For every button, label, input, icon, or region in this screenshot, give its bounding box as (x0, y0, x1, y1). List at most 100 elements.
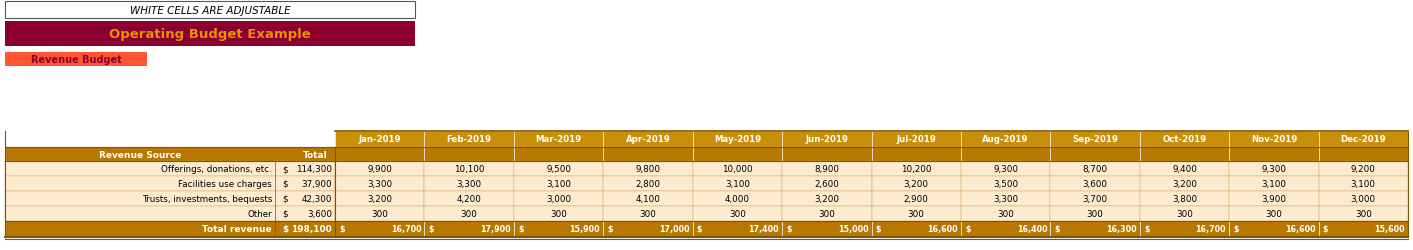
Bar (781, 161, 872, 176)
Text: 300: 300 (998, 209, 1015, 218)
Bar (961, 206, 1050, 221)
Text: Apr-2019: Apr-2019 (626, 135, 670, 144)
Text: $: $ (1145, 224, 1150, 234)
Bar (424, 221, 514, 237)
Bar (6, 2, 415, 19)
Bar (1140, 221, 1229, 237)
Bar (872, 176, 961, 191)
Bar (6, 22, 415, 47)
Bar (781, 148, 872, 161)
Text: 198,100: 198,100 (291, 224, 332, 234)
Text: 16,700: 16,700 (391, 224, 421, 234)
Bar (872, 206, 961, 221)
Bar (1140, 206, 1229, 221)
Bar (961, 176, 1050, 191)
Bar (692, 176, 781, 191)
Text: 10,200: 10,200 (901, 164, 931, 173)
Bar (961, 161, 1050, 176)
Bar (1229, 161, 1318, 176)
Text: 8,900: 8,900 (814, 164, 839, 173)
Bar (424, 148, 514, 161)
Bar (1229, 191, 1318, 206)
Bar (514, 221, 603, 237)
Text: 3,200: 3,200 (814, 194, 839, 203)
Bar (6, 191, 335, 206)
Bar (1140, 191, 1229, 206)
Text: 16,300: 16,300 (1106, 224, 1136, 234)
Bar (603, 221, 692, 237)
Text: 17,900: 17,900 (480, 224, 512, 234)
Bar (692, 191, 781, 206)
Bar (424, 132, 514, 148)
Bar (335, 206, 424, 221)
Text: 3,100: 3,100 (545, 179, 571, 188)
Bar (335, 148, 424, 161)
Bar (335, 191, 424, 206)
Text: 3,900: 3,900 (1262, 194, 1286, 203)
Text: $: $ (786, 224, 791, 234)
Bar (1318, 132, 1407, 148)
Text: 300: 300 (1176, 209, 1193, 218)
Text: 3,600: 3,600 (307, 209, 332, 218)
Text: $: $ (697, 224, 702, 234)
Bar (961, 221, 1050, 237)
Bar (781, 191, 872, 206)
Text: 3,100: 3,100 (1351, 179, 1376, 188)
Text: $: $ (283, 179, 288, 188)
Bar (872, 148, 961, 161)
Text: 3,000: 3,000 (1351, 194, 1376, 203)
Bar (1050, 191, 1140, 206)
Text: 3,100: 3,100 (1262, 179, 1286, 188)
Bar (1318, 206, 1407, 221)
Bar (6, 161, 335, 176)
Bar (1229, 221, 1318, 237)
Text: 3,100: 3,100 (725, 179, 750, 188)
Bar (1318, 161, 1407, 176)
Bar (781, 221, 872, 237)
Text: 16,600: 16,600 (1284, 224, 1316, 234)
Text: $: $ (428, 224, 434, 234)
Bar (603, 176, 692, 191)
Bar (603, 206, 692, 221)
Text: Other: Other (247, 209, 271, 218)
Text: $: $ (283, 164, 288, 173)
Text: 3,800: 3,800 (1171, 194, 1197, 203)
Text: Aug-2019: Aug-2019 (982, 135, 1029, 144)
Bar (1318, 148, 1407, 161)
Text: 114,300: 114,300 (295, 164, 332, 173)
Text: 3,000: 3,000 (545, 194, 571, 203)
Text: Operating Budget Example: Operating Budget Example (109, 28, 311, 41)
Bar (1318, 221, 1407, 237)
Text: Jan-2019: Jan-2019 (359, 135, 401, 144)
Bar (603, 191, 692, 206)
Bar (335, 221, 424, 237)
Text: Facilities use charges: Facilities use charges (178, 179, 271, 188)
Text: 2,900: 2,900 (904, 194, 928, 203)
Text: 300: 300 (1355, 209, 1372, 218)
Bar (1050, 148, 1140, 161)
Bar (692, 132, 781, 148)
Text: $: $ (519, 224, 524, 234)
Text: $: $ (1234, 224, 1239, 234)
Bar (424, 191, 514, 206)
Bar (514, 206, 603, 221)
Bar (6, 206, 335, 221)
Bar (872, 161, 961, 176)
Bar (603, 148, 692, 161)
Bar (424, 206, 514, 221)
Bar (872, 132, 961, 148)
Text: 16,400: 16,400 (1017, 224, 1047, 234)
Bar (1050, 176, 1140, 191)
Text: Sep-2019: Sep-2019 (1072, 135, 1118, 144)
Text: $: $ (1323, 224, 1328, 234)
Bar (781, 132, 872, 148)
Text: 9,500: 9,500 (545, 164, 571, 173)
Bar (335, 161, 424, 176)
Bar (692, 206, 781, 221)
Bar (603, 161, 692, 176)
Bar (424, 176, 514, 191)
Text: Total revenue: Total revenue (202, 224, 271, 234)
Bar (692, 148, 781, 161)
Text: 15,900: 15,900 (569, 224, 601, 234)
Text: 3,500: 3,500 (993, 179, 1019, 188)
